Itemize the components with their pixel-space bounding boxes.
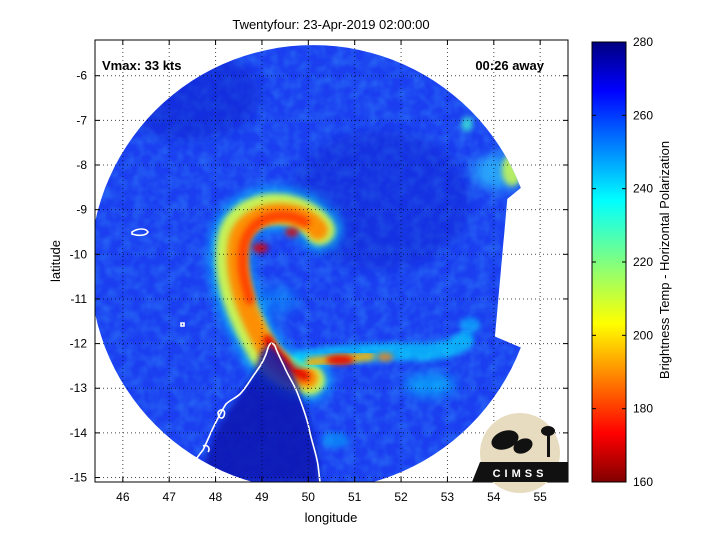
y-axis-label: latitude	[48, 240, 63, 282]
y-tick-label: -10	[70, 247, 88, 261]
x-tick-label: 50	[302, 490, 316, 504]
colorbar-ticks: 160 180 200 220 240 260 280	[592, 35, 653, 489]
logo-ground	[472, 462, 568, 482]
vmax-annotation: Vmax: 33 kts	[102, 58, 182, 73]
cimss-logo: CIMSS	[472, 413, 568, 493]
convective-cell	[377, 353, 393, 361]
axes-frame	[94, 39, 569, 483]
cyan-cell	[460, 317, 480, 333]
x-tick-label: 55	[533, 490, 547, 504]
cyan-cell	[404, 373, 456, 397]
time-away-annotation: 00:26 away	[475, 58, 544, 73]
y-tick-label: -13	[70, 381, 88, 395]
x-tick-label: 53	[441, 490, 455, 504]
grid	[95, 40, 568, 482]
y-tick-label: -14	[70, 426, 88, 440]
colorbar-scale	[591, 41, 627, 483]
logo-tower	[547, 432, 550, 457]
y-tick-label: -7	[76, 113, 87, 127]
colorbar-tick-label: 260	[633, 108, 653, 122]
colorbar-tick-label: 220	[633, 255, 653, 269]
y-tick-label: -12	[70, 337, 88, 351]
logo-tank	[541, 426, 555, 436]
chart-title: Twentyfour: 23-Apr-2019 02:00:00	[232, 17, 429, 32]
x-tick-label: 46	[116, 490, 130, 504]
colorbar-tick-label: 180	[633, 402, 653, 416]
x-tick-label: 52	[394, 490, 408, 504]
logo-text: CIMSS	[493, 468, 548, 480]
colorbar-tick-label: 200	[633, 328, 653, 342]
y-tick-label: -8	[76, 158, 87, 172]
convective-cell	[326, 355, 354, 365]
spiral-band-inner	[237, 210, 310, 305]
y-tick-label: -15	[70, 471, 88, 485]
cyan-cell	[461, 116, 473, 132]
cyan-cell	[258, 286, 298, 314]
x-tick-label: 54	[487, 490, 501, 504]
logo-dish	[491, 430, 519, 450]
x-axis-label: longitude	[305, 510, 358, 525]
colorbar: 160 180 200 220 240 260 280 Brightness Temp - …	[591, 35, 672, 489]
colorbar-tick-label: 240	[633, 182, 653, 196]
y-tick-label: -9	[76, 203, 87, 217]
colorbar-label: Brightness Temp - Horizontal Polarizatio…	[657, 141, 672, 379]
x-tick-label: 49	[255, 490, 269, 504]
x-tick-label: 48	[209, 490, 223, 504]
x-tick-label: 51	[348, 490, 362, 504]
colorbar-tick-label: 280	[633, 35, 653, 49]
convective-cell	[252, 243, 268, 253]
logo-dish	[513, 438, 533, 454]
x-axis: 46 47 48 49 50 51 52 53 54 55	[116, 40, 547, 504]
y-axis: -6 -7 -8 -9 -10 -11 -12 -13 -14 -15	[70, 69, 568, 485]
coastline	[131, 228, 321, 482]
y-tick-label: -6	[76, 69, 87, 83]
cyan-cell	[321, 432, 349, 448]
colorbar-tick-label: 160	[633, 475, 653, 489]
y-tick-label: -11	[71, 292, 88, 306]
convective-cell	[285, 227, 299, 237]
x-tick-label: 47	[163, 490, 177, 504]
